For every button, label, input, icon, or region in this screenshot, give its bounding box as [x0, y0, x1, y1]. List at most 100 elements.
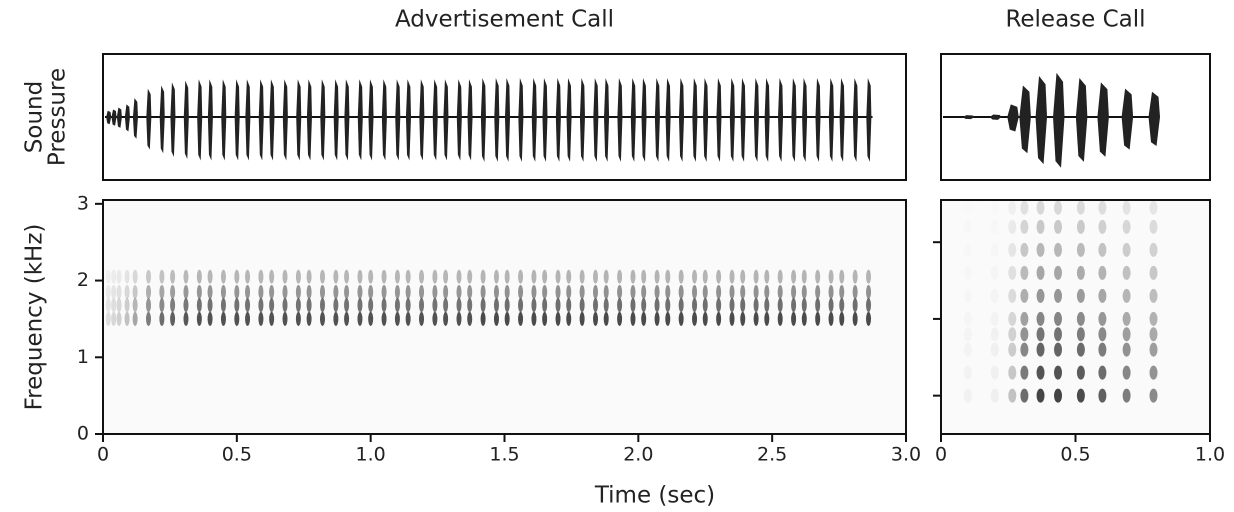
waveform-pulse: [1019, 85, 1031, 154]
x-tick-label: 0: [935, 444, 947, 466]
waveform-pulse: [480, 77, 486, 162]
waveform-pulse: [555, 77, 561, 162]
spectrogram-blob: [419, 311, 425, 326]
waveform-pulse: [1148, 91, 1161, 146]
x-tick-label: 0: [97, 444, 109, 466]
spectrogram-blob: [146, 311, 152, 326]
spectrogram-blob: [740, 298, 746, 313]
spectrogram-blob: [603, 285, 609, 300]
spectrogram-blob: [1149, 265, 1158, 280]
spectrogram-blob: [702, 298, 708, 313]
spectrogram-blob: [1020, 327, 1029, 342]
waveform-pulse: [531, 77, 537, 162]
spectrogram-blob: [991, 327, 999, 341]
spectrogram-blob: [405, 285, 411, 300]
spectrogram-blob: [1122, 327, 1131, 342]
spectrogram-blob: [170, 311, 176, 326]
spectrogram-blob: [258, 269, 264, 284]
waveform-pulse: [1097, 82, 1109, 157]
spectrogram-blob: [456, 311, 462, 326]
spectrogram-blob: [1076, 200, 1085, 215]
x-tick-label: 2.0: [623, 444, 653, 466]
spectrogram-blob: [1098, 342, 1107, 357]
spectrogram-blob: [991, 220, 999, 234]
spectrogram-bg: [941, 200, 1210, 434]
spectrogram-blob: [791, 311, 797, 326]
waveform-pulse: [579, 77, 585, 162]
spectrogram-blob: [1054, 388, 1063, 403]
spectrogram-blob: [344, 269, 350, 284]
spectrogram-blob: [282, 311, 288, 326]
spectrogram-blob: [542, 269, 548, 284]
spectrogram-blob: [111, 269, 117, 284]
spectrogram-blob: [617, 311, 623, 326]
spectrogram-blob: [566, 311, 572, 326]
spectrogram-blob: [603, 298, 609, 313]
spectrogram-blob: [196, 311, 202, 326]
spectrogram-blob: [1020, 342, 1029, 357]
spectrogram-blob: [753, 285, 759, 300]
spectrogram-blob: [196, 298, 202, 313]
spectrogram-blob: [866, 311, 872, 326]
spectrogram-blob: [815, 298, 821, 313]
y-axis-label: Frequency (kHz): [22, 224, 48, 411]
spectrogram-blob: [504, 298, 510, 313]
spectrogram-blob: [357, 298, 363, 313]
spectrogram-blob: [641, 298, 647, 313]
spectrogram-blob: [1036, 200, 1045, 215]
waveform-pulse: [593, 77, 599, 162]
spectrogram-blob: [105, 311, 111, 326]
spectrogram-blob: [1122, 219, 1131, 234]
spectrogram-blob: [716, 298, 722, 313]
spectrogram-blob: [1076, 265, 1085, 280]
waveform-pulse: [344, 79, 350, 161]
spectrogram-blob: [368, 311, 374, 326]
spectrogram-blob: [1076, 311, 1085, 326]
waveform-frame: [102, 53, 907, 181]
waveform-pulse: [839, 77, 845, 162]
spectrogram-blob: [801, 269, 807, 284]
spectrogram-blob: [654, 269, 660, 284]
spectrogram-blob: [1036, 311, 1045, 326]
spectrogram-blob: [1054, 219, 1063, 234]
spectrogram-blob: [1122, 265, 1131, 280]
spectrogram-blob: [1008, 388, 1017, 403]
waveform-pulse: [740, 77, 746, 162]
spectrogram-blob: [405, 269, 411, 284]
spectrogram-blob: [333, 285, 339, 300]
spectrogram-blob: [1020, 219, 1029, 234]
spectrogram-blob: [234, 269, 240, 284]
spectrogram-blob: [764, 298, 770, 313]
x-axis-label: Time (sec): [594, 483, 715, 509]
waveform-pulse: [443, 79, 449, 161]
spectrogram-blob: [357, 269, 363, 284]
spectrogram-blob: [1098, 200, 1107, 215]
spectrogram-blob: [443, 285, 449, 300]
spectrogram-blob: [504, 269, 510, 284]
spectrogram-blob: [1036, 342, 1045, 357]
waveform-pulse: [1121, 88, 1134, 150]
spectrogram-blob: [852, 269, 858, 284]
waveform-pulse: [777, 77, 784, 162]
spectrogram-blob: [295, 285, 301, 300]
spectrogram-blob: [729, 298, 735, 313]
spectrogram-blob: [419, 298, 425, 313]
spectrogram-blob: [852, 298, 858, 313]
waveform-pulse: [111, 109, 117, 126]
spectrogram-blob: [493, 298, 499, 313]
spectrogram-blob: [269, 298, 275, 313]
spectrogram-blob: [1076, 288, 1085, 303]
spectrogram-blob: [105, 269, 111, 284]
spectrogram-blob: [1054, 288, 1063, 303]
spectrogram-blob: [654, 311, 660, 326]
spectrogram-blob: [105, 285, 111, 300]
spectrogram-blob: [678, 311, 684, 326]
spectrogram-blob: [964, 289, 972, 303]
spectrogram-blob: [220, 298, 226, 313]
spectrogram-blob: [518, 311, 524, 326]
spectrogram-blob: [555, 285, 561, 300]
spectrogram-blob: [815, 311, 821, 326]
waveform-pulse: [617, 77, 623, 162]
spectrogram-blob: [1122, 342, 1131, 357]
